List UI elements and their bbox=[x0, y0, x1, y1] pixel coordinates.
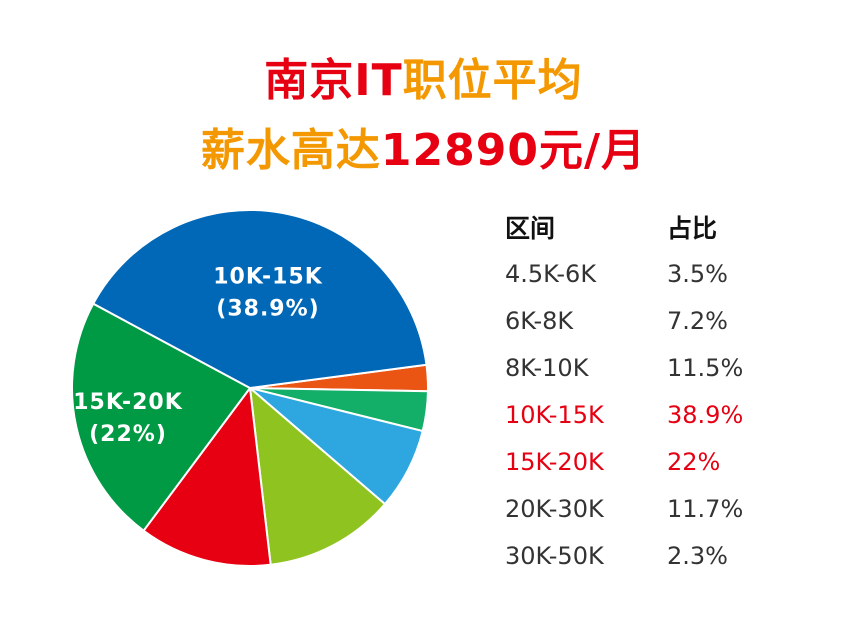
slice-label-10K-15K: 10K-15K bbox=[213, 265, 323, 290]
slice-label-15K-20K: 15K-20K bbox=[73, 390, 183, 415]
title-segment: 职位平均 bbox=[402, 55, 583, 106]
legend-row: 4.5K-6K 3.5% bbox=[505, 250, 743, 297]
legend-row: 10K-15K 38.9% bbox=[505, 391, 743, 438]
legend-range: 30K-50K bbox=[505, 541, 604, 570]
legend-header-range: 区间 bbox=[505, 213, 556, 243]
legend-share: 11.5% bbox=[667, 353, 744, 382]
legend-header-row: 区间 占比 bbox=[505, 203, 743, 250]
legend-row: 8K-10K 11.5% bbox=[505, 344, 743, 391]
pie-slice-10K-15K bbox=[91, 209, 428, 390]
legend-range: 6K-8K bbox=[505, 306, 574, 335]
slice-label-10K-15K: (38.9%) bbox=[216, 297, 319, 322]
legend-share: 7.2% bbox=[667, 306, 728, 335]
legend-range: 8K-10K bbox=[505, 353, 589, 382]
title-segment: 12890元/月 bbox=[380, 125, 647, 176]
chart-title-line-2: 薪水高达12890元/月 bbox=[0, 114, 847, 178]
legend-rows: 4.5K-6K 3.5% 6K-8K 7.2% 8K-10K 11.5% 10K-15K 38… bbox=[505, 250, 743, 579]
legend-header-share: 占比 bbox=[667, 213, 718, 243]
legend-range: 20K-30K bbox=[505, 494, 604, 523]
legend-share: 3.5% bbox=[667, 259, 728, 288]
legend-share: 11.7% bbox=[667, 494, 744, 523]
legend-share: 22% bbox=[667, 447, 721, 476]
legend-row: 20K-30K 11.7% bbox=[505, 485, 743, 532]
title-segment: 南京IT bbox=[264, 55, 403, 106]
legend-row: 15K-20K 22% bbox=[505, 438, 743, 485]
pie-chart: 10K-15K (38.9%) 15K-20K (22%) bbox=[70, 209, 429, 568]
slice-label-15K-20K: (22%) bbox=[89, 422, 167, 447]
pie-slice-8K-10K bbox=[248, 385, 387, 566]
pie-slice-15K-20K bbox=[70, 302, 252, 533]
legend-share: 2.3% bbox=[667, 541, 728, 570]
legend-row: 30K-50K 2.3% bbox=[505, 532, 743, 579]
chart-title-line-1: 南京IT职位平均 bbox=[0, 44, 847, 108]
legend-range: 10K-15K bbox=[505, 400, 604, 429]
legend-table: 区间 占比 4.5K-6K 3.5% 6K-8K 7.2% 8K-10K 11.5% 10K… bbox=[505, 203, 743, 579]
legend-row: 6K-8K 7.2% bbox=[505, 297, 743, 344]
pie-slice-20K-30K bbox=[142, 385, 272, 568]
legend-share: 38.9% bbox=[667, 400, 744, 429]
legend-range: 15K-20K bbox=[505, 447, 604, 476]
legend-range: 4.5K-6K bbox=[505, 259, 597, 288]
title-segment: 薪水高达 bbox=[200, 125, 381, 176]
